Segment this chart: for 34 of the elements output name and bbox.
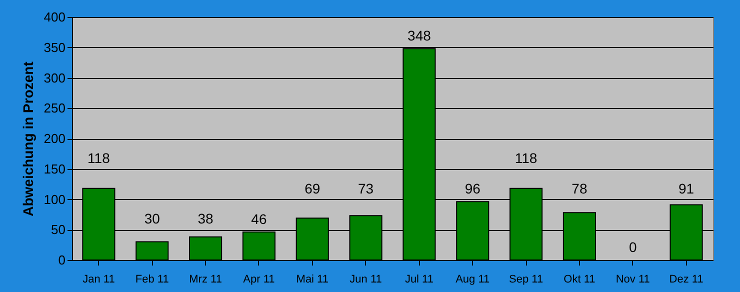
data-label: 46 xyxy=(251,211,267,228)
x-tick-label: Okt 11 xyxy=(564,274,596,286)
y-tick-label: 200 xyxy=(44,131,66,146)
x-tick-label: Jan 11 xyxy=(82,274,115,286)
x-tick-label: Nov 11 xyxy=(616,274,650,286)
data-label: 91 xyxy=(678,180,694,196)
x-tick-label: Sep 11 xyxy=(509,274,544,286)
x-tick-label: Feb 11 xyxy=(135,274,169,286)
data-label: 30 xyxy=(144,210,160,227)
y-tick-label: 150 xyxy=(44,161,66,176)
y-tick-label: 400 xyxy=(44,10,66,24)
y-tick-label: 250 xyxy=(44,100,66,116)
x-tick-label: Dez 11 xyxy=(669,274,704,286)
y-tick-label: 300 xyxy=(44,70,66,86)
x-tick-label: Jun 11 xyxy=(350,274,382,286)
data-label: 69 xyxy=(304,180,320,196)
data-label: 118 xyxy=(88,150,110,166)
data-label: 38 xyxy=(198,210,214,227)
data-label: 73 xyxy=(358,180,374,196)
x-tick-label: Mrz 11 xyxy=(189,274,222,286)
x-tick-label: Aug 11 xyxy=(456,274,490,286)
data-label: 78 xyxy=(572,180,588,196)
y-tick-label: 100 xyxy=(44,192,66,207)
y-tick-label: 0 xyxy=(58,252,66,268)
x-tick-label: Jul 11 xyxy=(404,274,434,286)
y-axis-title: Abweichung in Prozent xyxy=(20,61,36,216)
data-label: 96 xyxy=(464,180,481,197)
x-tick-label: Apr 11 xyxy=(243,274,275,286)
y-tick-label: 50 xyxy=(51,222,66,238)
x-tick-label: Mai 11 xyxy=(296,274,328,286)
y-tick-label: 350 xyxy=(44,40,66,55)
data-label: 348 xyxy=(408,28,432,44)
data-label: 118 xyxy=(514,150,538,166)
data-label: 0 xyxy=(628,239,637,255)
